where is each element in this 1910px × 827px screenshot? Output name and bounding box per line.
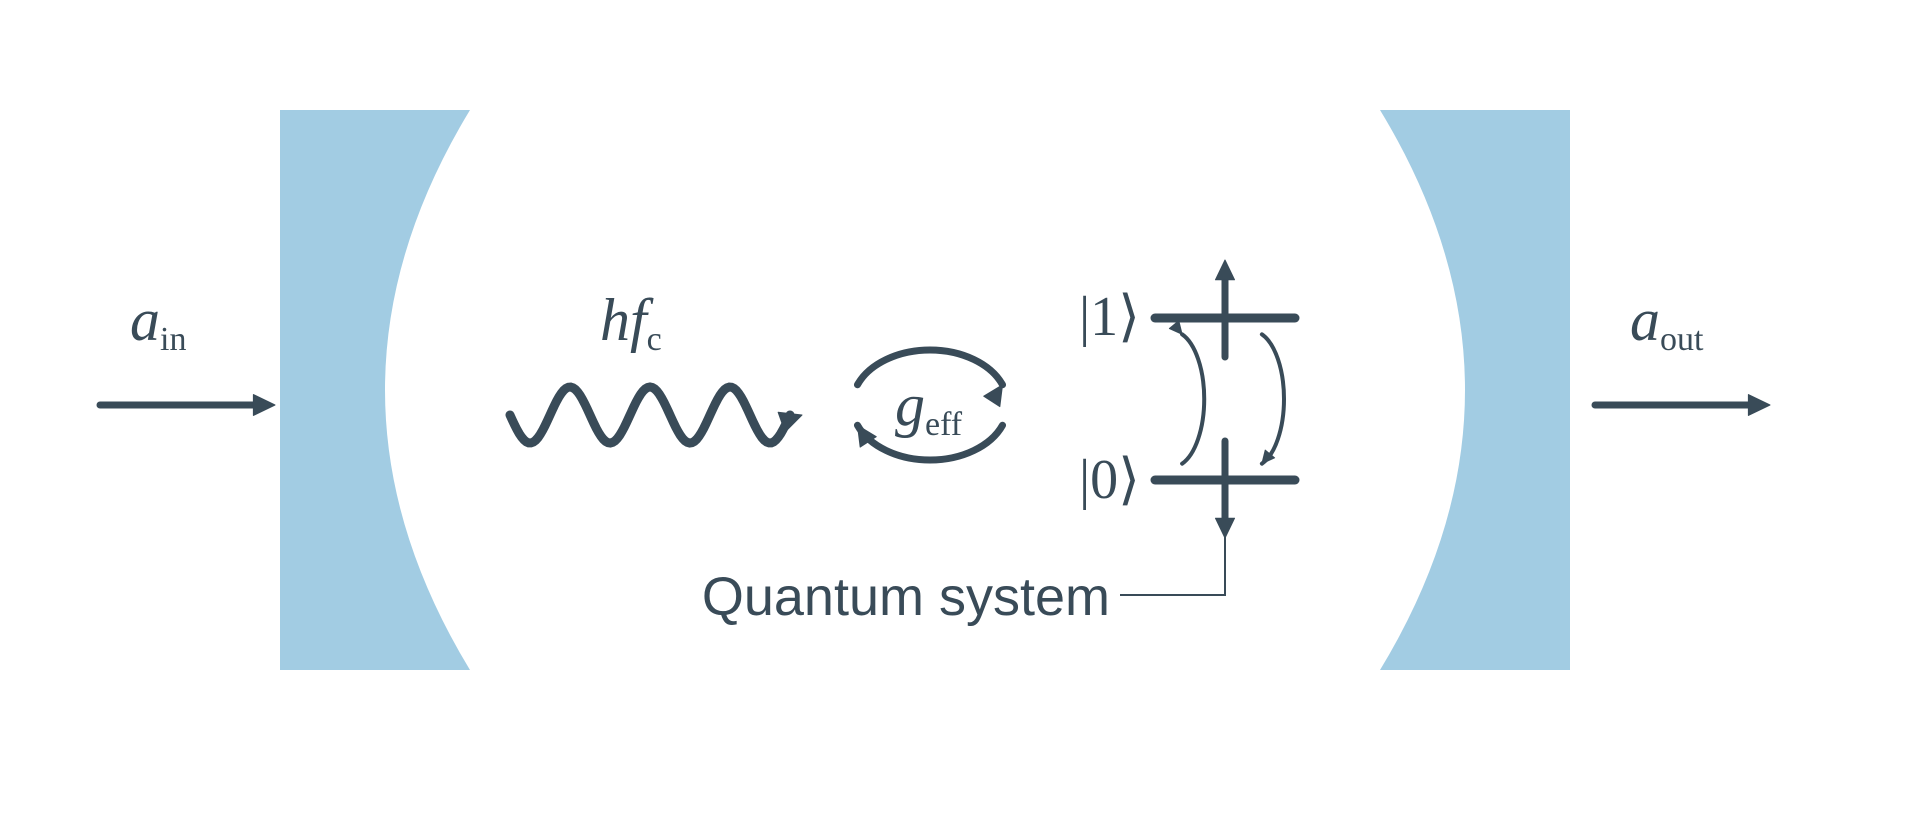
label-a-out: aout (1630, 287, 1704, 358)
left-mirror (280, 110, 470, 670)
right-mirror (1380, 110, 1570, 670)
label-a-in: ain (130, 287, 186, 358)
level-arrow-up (1215, 260, 1234, 357)
arrow-out (1595, 395, 1770, 416)
photon-wavy-arrow (510, 387, 802, 443)
label-ket0: |0⟩ (1079, 449, 1140, 511)
label-ket1: |1⟩ (1079, 286, 1140, 348)
coupling-arrows (857, 350, 1002, 460)
label-quantum-system: Quantum system (702, 567, 1110, 627)
label-hfc: hfc (600, 287, 662, 358)
cavity-qed-diagram: ain aout hfc geff |1⟩ |0⟩ Quantum system (0, 0, 1910, 827)
arrow-in (100, 395, 275, 416)
label-geff: geff (895, 372, 963, 443)
